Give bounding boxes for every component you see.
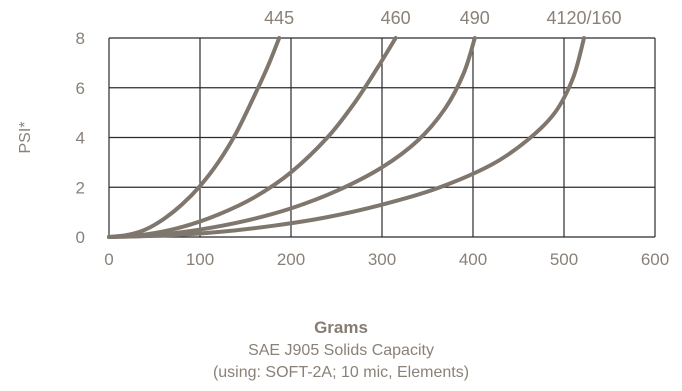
series-labels: 445 460 490 4120/160: [264, 8, 621, 28]
x-axis-label: Grams: [314, 318, 368, 337]
y-tick-label: 8: [76, 29, 85, 48]
series-lines: [107, 36, 587, 239]
chart-subtitle-line-1: SAE J905 Solids Capacity: [248, 342, 434, 359]
x-tick-labels: 0 100 200 300 400 500 600: [104, 250, 669, 269]
series-label-2: 460: [381, 8, 411, 28]
x-tick-label: 200: [277, 250, 305, 269]
series-line-2: [107, 36, 398, 239]
series-label-3: 490: [460, 8, 490, 28]
y-axis-label: PSI*: [17, 121, 34, 153]
y-tick-label: 2: [76, 178, 85, 197]
x-tick-label: 0: [104, 250, 113, 269]
x-tick-label: 100: [186, 250, 214, 269]
y-tick-labels: 0 2 4 6 8: [76, 29, 85, 247]
x-tick-label: 400: [459, 250, 487, 269]
series-line-3: [107, 36, 477, 239]
x-tick-label: 300: [368, 250, 396, 269]
y-tick-label: 4: [76, 129, 85, 148]
grid: [108, 37, 656, 238]
chart: 0 2 4 6 8 0 100 200 300 400 500 600 445 460 490 4120/…: [17, 8, 669, 269]
y-tick-label: 0: [76, 228, 85, 247]
series-label-4: 4120/160: [546, 8, 621, 28]
series-line-1: [107, 36, 282, 239]
x-tick-label: 500: [550, 250, 578, 269]
y-tick-label: 6: [76, 79, 85, 98]
series-line-4: [107, 36, 587, 239]
chart-subtitle-line-2: (using: SOFT-2A; 10 mic, Elements): [212, 364, 470, 381]
x-tick-label: 600: [641, 250, 669, 269]
series-label-1: 445: [264, 8, 294, 28]
